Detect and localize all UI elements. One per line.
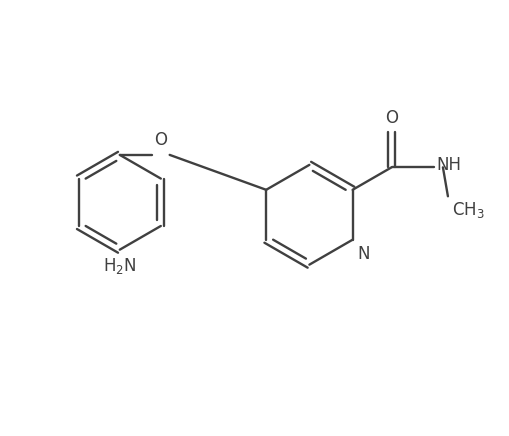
Text: N: N	[358, 245, 370, 263]
Text: $\mathregular{CH_3}$: $\mathregular{CH_3}$	[452, 200, 485, 220]
Text: NH: NH	[436, 156, 462, 174]
Text: O: O	[385, 109, 398, 127]
Text: O: O	[154, 131, 167, 149]
Text: $\mathregular{H_2N}$: $\mathregular{H_2N}$	[103, 255, 136, 276]
